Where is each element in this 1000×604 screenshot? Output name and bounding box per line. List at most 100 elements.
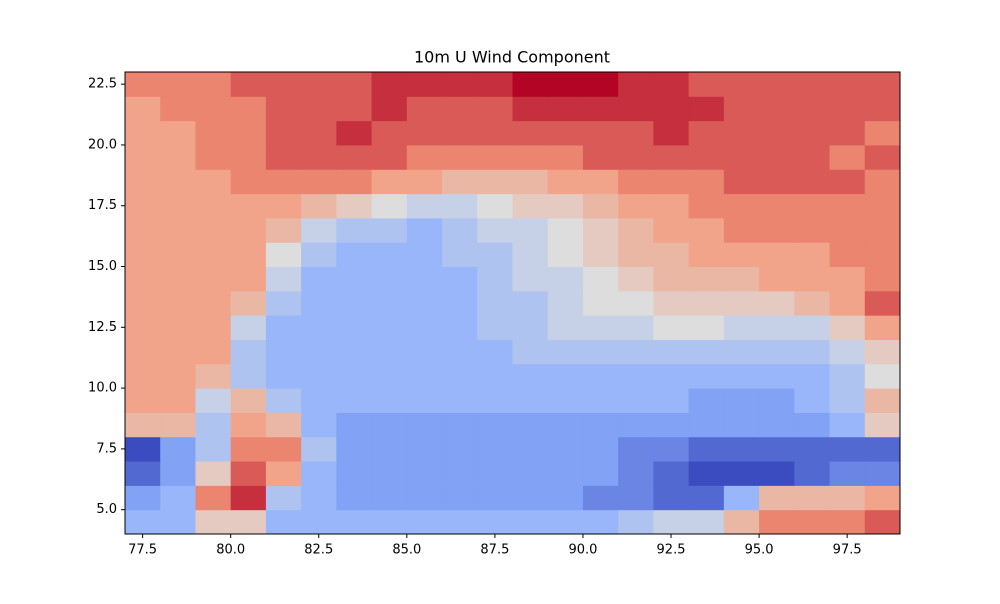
heat-cell: [829, 363, 866, 389]
heat-cell: [759, 412, 795, 438]
heat-cell: [653, 217, 690, 243]
heat-cell: [864, 169, 901, 195]
heat-cell: [477, 72, 513, 97]
heat-cell: [477, 96, 513, 122]
heat-cell: [794, 120, 831, 146]
heat-cell: [794, 144, 831, 170]
heat-cell: [195, 388, 232, 413]
heat-cell: [618, 144, 654, 170]
heat-cell: [582, 72, 619, 97]
heat-cell: [477, 290, 513, 316]
heat-cell: [301, 412, 337, 438]
heat-cell: [336, 290, 373, 316]
heat-cell: [512, 339, 549, 365]
heat-cell: [230, 461, 267, 486]
heat-cell: [794, 96, 831, 122]
heat-cell: [723, 436, 760, 462]
heat-cell: [301, 144, 337, 170]
heat-cell: [301, 485, 337, 511]
heat-cell: [582, 120, 619, 146]
heat-cell: [477, 485, 513, 511]
heat-cell: [688, 193, 725, 219]
heat-cell: [442, 461, 478, 486]
heat-cell: [688, 120, 725, 146]
heat-cell: [125, 461, 161, 486]
x-tick-label: 82.5: [304, 543, 333, 558]
heat-cell: [442, 120, 478, 146]
heat-cell: [442, 339, 478, 365]
heat-cell: [230, 315, 267, 340]
heat-cell: [829, 412, 866, 438]
heat-cell: [864, 485, 901, 511]
heat-cell: [688, 72, 725, 97]
heat-cell: [688, 315, 725, 340]
heat-cell: [477, 339, 513, 365]
heat-cell: [442, 242, 478, 268]
heat-cell: [265, 217, 302, 243]
heat-cell: [618, 266, 654, 292]
heat-cell: [723, 120, 760, 146]
heat-cell: [406, 169, 443, 195]
heat-cell: [759, 315, 795, 340]
heat-cell: [125, 169, 161, 195]
heat-cell: [195, 461, 232, 486]
heat-cell: [512, 412, 549, 438]
heat-cell: [406, 193, 443, 219]
heat-cell: [723, 339, 760, 365]
heat-cell: [864, 412, 901, 438]
heat-cell: [125, 509, 161, 535]
heat-cell: [406, 339, 443, 365]
heat-cell: [442, 144, 478, 170]
heat-cell: [723, 242, 760, 268]
heat-cell: [653, 72, 690, 97]
heat-cell: [406, 217, 443, 243]
heat-cell: [829, 436, 866, 462]
heat-cell: [406, 509, 443, 535]
heat-cell: [160, 169, 196, 195]
heat-cell: [230, 169, 267, 195]
heat-cell: [547, 169, 584, 195]
heat-cell: [864, 509, 901, 535]
heat-cell: [723, 72, 760, 97]
heat-cell: [195, 169, 232, 195]
heat-cell: [195, 96, 232, 122]
heat-cell: [759, 290, 795, 316]
heat-cell: [759, 339, 795, 365]
heat-cell: [230, 96, 267, 122]
heat-cell: [265, 509, 302, 535]
heat-cell: [160, 315, 196, 340]
heat-cell: [688, 485, 725, 511]
heat-cell: [301, 217, 337, 243]
heat-cell: [265, 412, 302, 438]
heat-cell: [794, 193, 831, 219]
heat-cell: [336, 485, 373, 511]
heat-cell: [230, 266, 267, 292]
heat-cell: [442, 96, 478, 122]
heat-cell: [512, 363, 549, 389]
heat-cell: [265, 363, 302, 389]
heat-cell: [195, 72, 232, 97]
heat-cell: [477, 363, 513, 389]
heat-cell: [723, 144, 760, 170]
heat-cell: [406, 388, 443, 413]
heat-cell: [160, 217, 196, 243]
heat-cell: [759, 485, 795, 511]
heat-cell: [618, 436, 654, 462]
heat-cell: [688, 509, 725, 535]
heat-cell: [829, 96, 866, 122]
heat-cell: [688, 436, 725, 462]
heat-cell: [864, 339, 901, 365]
heat-cell: [265, 388, 302, 413]
heat-cell: [723, 169, 760, 195]
heat-cell: [547, 412, 584, 438]
heat-cell: [653, 461, 690, 486]
heat-cell: [125, 266, 161, 292]
heat-cell: [230, 72, 267, 97]
heat-cell: [582, 96, 619, 122]
heat-cell: [336, 217, 373, 243]
heat-cell: [759, 388, 795, 413]
heat-cell: [512, 193, 549, 219]
heat-cell: [195, 144, 232, 170]
heat-cell: [477, 120, 513, 146]
heat-cell: [829, 144, 866, 170]
